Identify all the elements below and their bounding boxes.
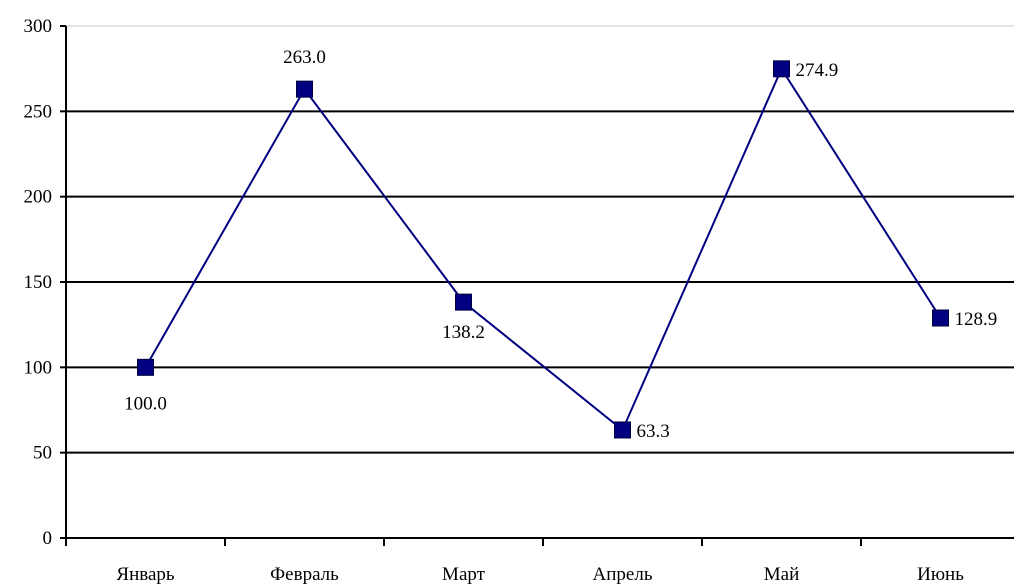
y-tick-label: 150 (24, 272, 53, 293)
gridlines (66, 25, 1014, 454)
x-tick-label: Апрель (593, 564, 653, 585)
y-tick-label: 250 (24, 101, 53, 122)
x-tick-label: Январь (116, 564, 174, 585)
data-label: 263.0 (283, 47, 326, 68)
data-point-marker (614, 421, 631, 439)
series-line (144, 66, 942, 432)
data-label: 100.0 (124, 393, 167, 414)
data-label: 128.9 (955, 309, 998, 330)
x-tick-labels: Январь Февраль Март Апрель Май Июнь (116, 564, 964, 585)
data-point-marker (137, 358, 154, 376)
y-tick-label: 200 (24, 187, 53, 208)
x-tick-label: Июнь (917, 564, 964, 585)
data-label: 63.3 (637, 421, 670, 442)
y-tick-label: 300 (24, 16, 53, 37)
data-point-marker (296, 80, 313, 98)
y-tick-labels: 0 50 100 150 200 250 300 (24, 16, 53, 549)
data-labels: 100.0 263.0 138.2 63.3 274.9 128.9 (124, 47, 997, 442)
series-line (144, 66, 942, 432)
series-markers (137, 60, 949, 439)
data-point-marker (455, 293, 472, 311)
y-tick-label: 100 (24, 357, 53, 378)
data-point-marker (932, 309, 949, 327)
y-tick-label: 50 (33, 443, 52, 464)
data-point-marker (773, 60, 790, 78)
data-label: 138.2 (442, 322, 485, 343)
data-label: 274.9 (796, 60, 839, 81)
x-tick-label: Май (764, 564, 800, 585)
x-tick-label: Март (442, 564, 486, 585)
x-tick-label: Февраль (270, 564, 339, 585)
y-tick-label: 0 (43, 528, 53, 549)
axes (60, 25, 1014, 546)
